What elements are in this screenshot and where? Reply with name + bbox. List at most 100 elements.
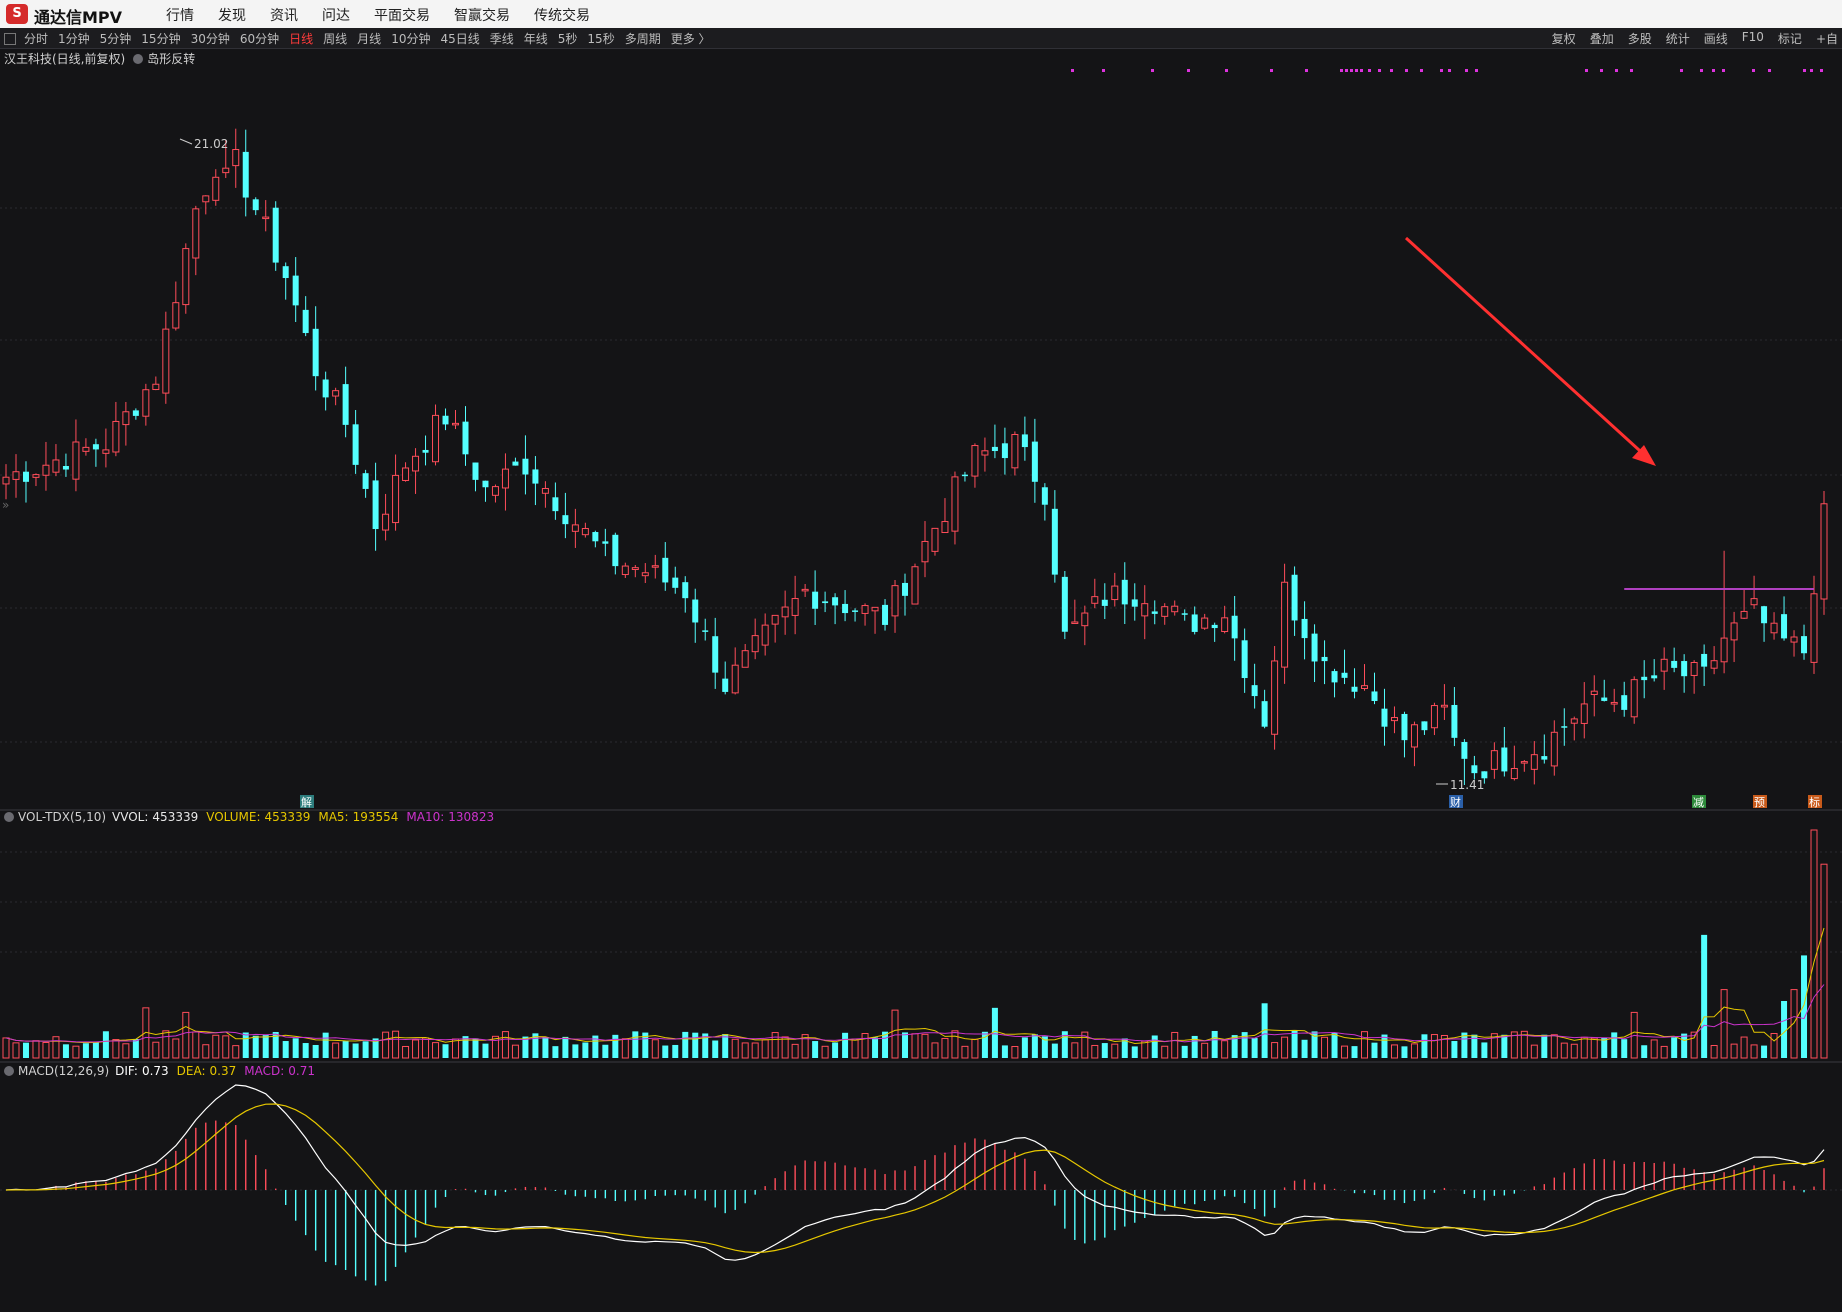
- volume-bar: [1390, 1044, 1398, 1059]
- candle: [512, 457, 519, 466]
- period-tab[interactable]: 15分钟: [141, 32, 181, 46]
- candle: [902, 573, 909, 616]
- candle: [1261, 689, 1268, 729]
- tool-adjust-button[interactable]: 复权: [1551, 32, 1576, 46]
- marker-flag[interactable]: 标: [1809, 795, 1820, 809]
- candle: [252, 197, 259, 216]
- menu-item-news[interactable]: 资讯: [270, 8, 298, 24]
- candle: [1221, 605, 1229, 634]
- tool-add-watch-button[interactable]: +自: [1815, 32, 1838, 46]
- volume-bar: [332, 1042, 340, 1059]
- candle: [42, 441, 50, 491]
- volume-bar: [1081, 1031, 1089, 1059]
- candle: [781, 590, 789, 635]
- candle: [322, 371, 329, 411]
- period-tab[interactable]: 季线: [489, 32, 514, 46]
- volume-bar: [1671, 1037, 1678, 1058]
- period-tab[interactable]: 多周期: [624, 32, 661, 46]
- tool-stats-button[interactable]: 统计: [1665, 32, 1690, 46]
- menu-item-flat-trade[interactable]: 平面交易: [374, 8, 430, 24]
- period-tab[interactable]: 60分钟: [239, 32, 280, 46]
- candle: [741, 644, 749, 668]
- volume-label: VOLUME:: [206, 810, 261, 824]
- trend-arrow[interactable]: [1404, 236, 1656, 466]
- tool-draw-button[interactable]: 画线: [1703, 32, 1728, 46]
- volume-bar: [1690, 1031, 1698, 1059]
- candle: [1241, 628, 1248, 693]
- menu-item-ask[interactable]: 问达: [322, 8, 350, 24]
- signal-dot: [1440, 69, 1443, 72]
- marker-reduce[interactable]: 减: [1693, 796, 1704, 809]
- candle: [1461, 739, 1468, 785]
- signal-dot: [1378, 69, 1381, 72]
- panel-toggle-icon[interactable]: [4, 32, 16, 45]
- macd-label: MACD:: [244, 1064, 285, 1078]
- period-tab[interactable]: 15秒: [587, 32, 615, 46]
- period-tab[interactable]: 1分钟: [58, 32, 90, 46]
- panel-menu-icon[interactable]: [4, 1066, 14, 1076]
- period-tab[interactable]: 5秒: [557, 32, 578, 46]
- macd-indicator-name[interactable]: MACD(12,26,9): [18, 1064, 110, 1078]
- indicator-name[interactable]: 岛形反转: [147, 52, 196, 66]
- volume-bar: [442, 1044, 449, 1058]
- candle: [1481, 771, 1488, 784]
- period-tab[interactable]: 10分钟: [391, 32, 431, 46]
- candle: [621, 562, 629, 578]
- menu-item-market[interactable]: 行情: [166, 8, 194, 24]
- volume-bar: [712, 1040, 719, 1058]
- period-tab-daily[interactable]: 日线: [289, 32, 314, 46]
- candle: [961, 471, 968, 482]
- volume-bar: [861, 1033, 869, 1059]
- volume-bar: [621, 1038, 629, 1059]
- period-tab[interactable]: 月线: [357, 32, 382, 46]
- candle: [292, 257, 299, 323]
- dif-line: [5, 1084, 1825, 1261]
- period-tab[interactable]: 5分钟: [99, 32, 132, 46]
- candle: [1761, 605, 1768, 642]
- candle: [1331, 668, 1338, 698]
- indicator-dot-icon[interactable]: [133, 53, 144, 64]
- marker-forecast[interactable]: 预: [1754, 796, 1765, 809]
- signal-dot: [1680, 69, 1683, 72]
- candle: [12, 454, 20, 498]
- candle: [1271, 645, 1279, 750]
- volume-bar: [1611, 1032, 1618, 1058]
- candle: [581, 522, 589, 538]
- marker-unlock[interactable]: 解: [301, 795, 312, 809]
- dea-value: 0.37: [209, 1064, 237, 1078]
- tool-f10-button[interactable]: F10: [1741, 30, 1764, 44]
- menu-item-discover[interactable]: 发现: [218, 8, 246, 24]
- candle: [1401, 711, 1408, 758]
- candle: [1061, 571, 1068, 640]
- tool-overlay-button[interactable]: 叠加: [1589, 32, 1614, 46]
- tool-multi-stock-button[interactable]: 多股: [1627, 32, 1652, 46]
- menu-item-smart-trade[interactable]: 智赢交易: [454, 8, 510, 24]
- expand-sidebar-icon[interactable]: »: [2, 498, 10, 512]
- volume-bar: [212, 1034, 220, 1059]
- candle: [1251, 663, 1258, 709]
- signal-dot: [1345, 69, 1348, 72]
- volume-bar: [312, 1044, 319, 1058]
- candle: [1510, 745, 1518, 781]
- volume-bar: [1701, 934, 1708, 1058]
- candle: [761, 613, 769, 656]
- volume-bar: [1560, 1042, 1568, 1059]
- panel-menu-icon[interactable]: [4, 812, 14, 822]
- tool-mark-button[interactable]: 标记: [1777, 32, 1802, 46]
- candle: [1690, 660, 1698, 694]
- candle: [32, 473, 40, 487]
- menu-item-classic-trade[interactable]: 传统交易: [534, 8, 590, 24]
- period-tab[interactable]: 分时: [24, 32, 49, 46]
- signal-dot: [1151, 69, 1154, 72]
- period-tab[interactable]: 45日线: [440, 32, 480, 46]
- volume-bar: [452, 1038, 460, 1059]
- marker-finance[interactable]: 财: [1450, 795, 1461, 809]
- period-more-button[interactable]: 更多 〉: [670, 32, 711, 46]
- period-tab[interactable]: 30分钟: [190, 32, 230, 46]
- vol-indicator-name[interactable]: VOL-TDX(5,10): [18, 810, 107, 824]
- volume-bar: [761, 1039, 769, 1059]
- candle: [822, 591, 829, 613]
- period-tab[interactable]: 年线: [523, 32, 548, 46]
- period-tab[interactable]: 周线: [323, 32, 348, 46]
